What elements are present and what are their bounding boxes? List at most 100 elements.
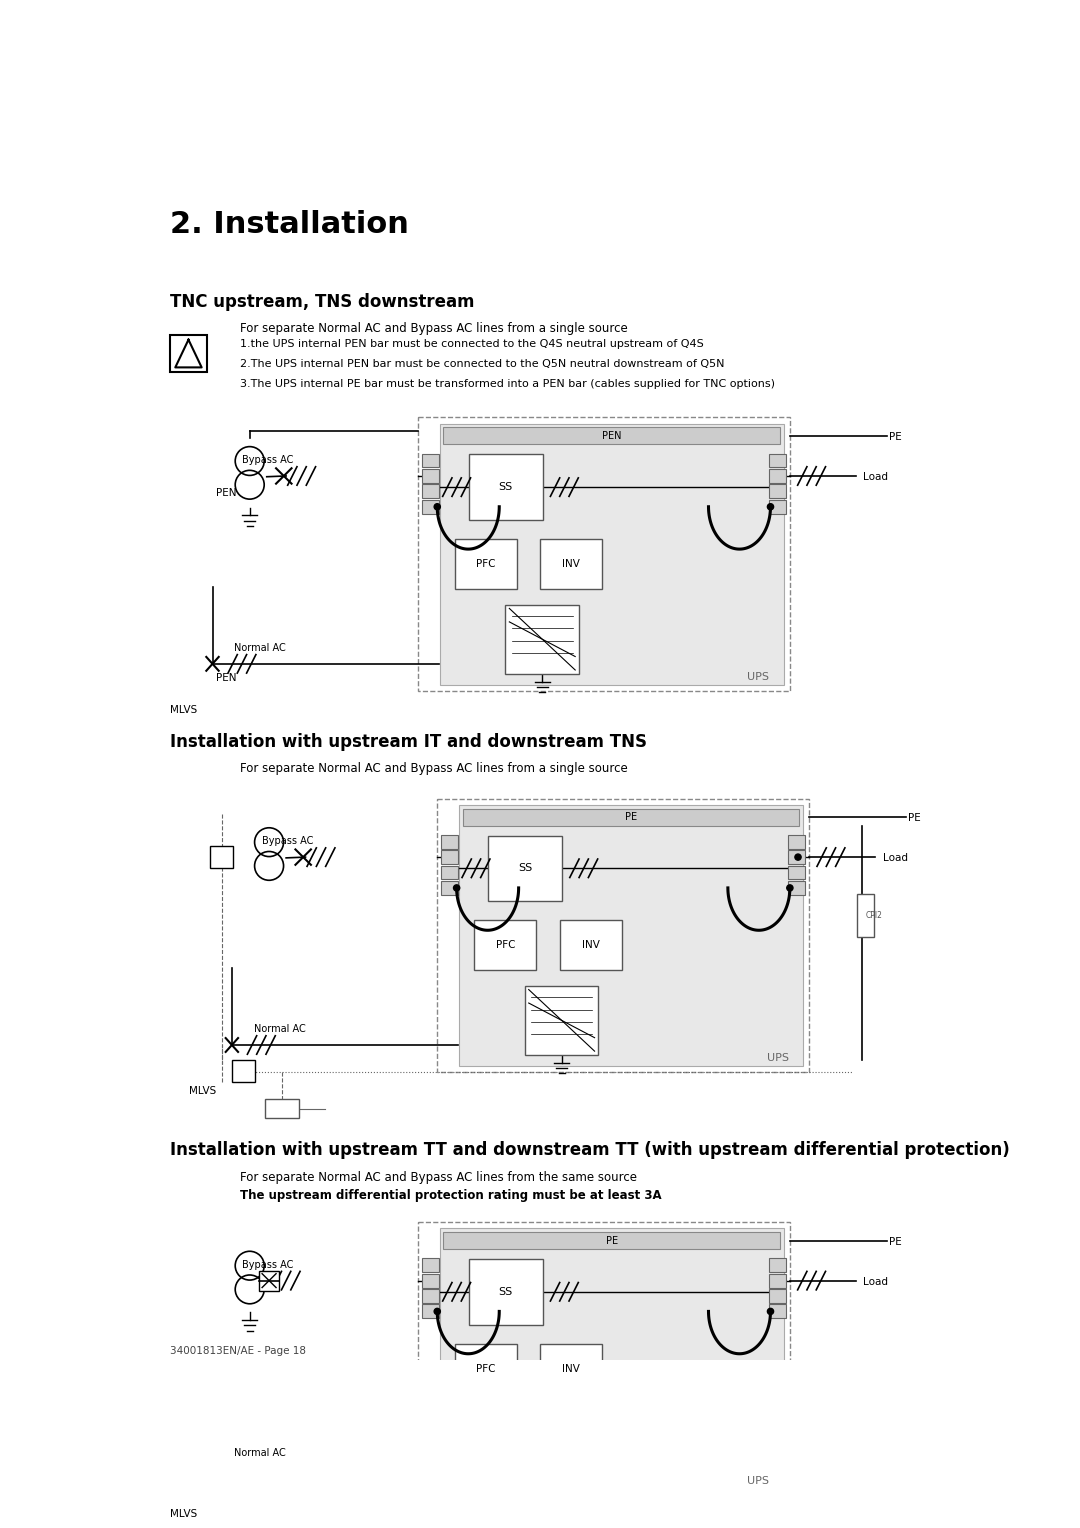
Bar (259, 1271, 279, 1291)
Text: L2: L2 (445, 853, 455, 862)
Text: !: ! (186, 351, 191, 365)
Text: L1: L1 (426, 455, 435, 465)
Bar (422, 1274, 438, 1288)
Text: Load: Load (864, 472, 889, 483)
Bar (444, 1232, 780, 1248)
Text: PEN: PEN (602, 431, 621, 442)
Bar (769, 484, 786, 498)
Text: For separate Normal AC and Bypass AC lines from the same source: For separate Normal AC and Bypass AC lin… (240, 1170, 636, 1184)
Text: R1: R1 (216, 853, 228, 862)
Text: CPI: CPI (274, 1103, 291, 1114)
Text: N: N (428, 1306, 433, 1316)
Text: N: N (774, 1306, 781, 1316)
Text: L3: L3 (793, 868, 801, 877)
Text: Installation with upstream TT and downstream TT (with upstream differential prot: Installation with upstream TT and downst… (170, 1141, 1010, 1160)
Bar (418, 1222, 789, 1496)
Text: Normal AC: Normal AC (234, 1447, 286, 1458)
Bar (441, 850, 458, 863)
Text: 2.The UPS internal PEN bar must be connected to the Q5N neutral downstream of Q5: 2.The UPS internal PEN bar must be conne… (240, 359, 724, 368)
Bar (437, 799, 809, 1073)
Text: L3: L3 (445, 868, 455, 877)
Circle shape (795, 854, 801, 860)
Text: L1: L1 (793, 837, 801, 847)
Text: INV: INV (563, 1365, 580, 1374)
Text: L2: L2 (426, 472, 435, 480)
Bar (788, 882, 806, 895)
Bar (769, 1290, 786, 1303)
Text: N: N (774, 503, 781, 512)
Bar (422, 500, 438, 513)
Text: 3.The UPS internal PE bar must be transformed into a PEN bar (cables supplied fo: 3.The UPS internal PE bar must be transf… (240, 379, 774, 390)
Text: 34001813EN/AE - Page 18: 34001813EN/AE - Page 18 (170, 1346, 306, 1355)
Text: L2: L2 (773, 1276, 782, 1285)
Bar (441, 834, 458, 848)
Bar (211, 847, 233, 868)
Text: 1.the UPS internal PEN bar must be connected to the Q4S neutral upstream of Q4S: 1.the UPS internal PEN bar must be conne… (240, 339, 703, 348)
Text: Bypass AC: Bypass AC (243, 455, 294, 465)
Bar (444, 428, 780, 445)
Text: L1: L1 (773, 455, 782, 465)
Text: TNC upstream, TNS downstream: TNC upstream, TNS downstream (170, 293, 474, 310)
Text: Load: Load (882, 853, 908, 863)
Text: Normal AC: Normal AC (234, 643, 286, 652)
Text: L1: L1 (445, 837, 455, 847)
Text: N: N (794, 883, 799, 892)
Text: PEN: PEN (216, 487, 237, 498)
Circle shape (786, 885, 793, 891)
Bar (788, 850, 806, 863)
Text: R2: R2 (238, 1067, 249, 1076)
Bar (422, 1258, 438, 1273)
Text: Normal AC: Normal AC (254, 1024, 306, 1034)
Text: L2: L2 (773, 472, 782, 480)
Text: PE: PE (625, 811, 637, 822)
Bar (170, 335, 207, 371)
Text: L3: L3 (426, 1291, 435, 1300)
Bar (505, 605, 579, 674)
Text: SS: SS (499, 1287, 513, 1297)
Bar (459, 805, 804, 1065)
Bar (418, 417, 789, 691)
Bar (769, 1274, 786, 1288)
Text: SS: SS (499, 483, 513, 492)
Bar (422, 454, 438, 468)
Bar (440, 423, 784, 685)
Bar (769, 1258, 786, 1273)
Bar (455, 539, 517, 590)
Circle shape (454, 885, 460, 891)
Text: Bypass AC: Bypass AC (243, 1259, 294, 1270)
Bar (788, 834, 806, 848)
Text: The upstream differential protection rating must be at least 3A: The upstream differential protection rat… (240, 1189, 661, 1203)
Text: L3: L3 (773, 487, 782, 497)
Text: 2. Installation: 2. Installation (170, 211, 408, 240)
Bar (441, 882, 458, 895)
Text: PE: PE (908, 813, 921, 824)
Bar (559, 920, 622, 970)
Bar (440, 1229, 784, 1490)
Circle shape (768, 504, 773, 510)
Bar (422, 1305, 438, 1319)
Text: UPS: UPS (747, 671, 769, 681)
Bar (769, 1305, 786, 1319)
Text: PFC: PFC (476, 559, 496, 568)
Bar (266, 1099, 299, 1118)
Bar (422, 469, 438, 483)
Bar (540, 539, 603, 590)
Bar (232, 1060, 255, 1082)
Text: L2: L2 (793, 853, 801, 862)
Text: PFC: PFC (476, 1365, 496, 1374)
Bar (441, 865, 458, 880)
Bar (463, 808, 799, 825)
Bar (769, 500, 786, 513)
Text: N: N (428, 503, 433, 512)
Circle shape (434, 1308, 441, 1314)
Bar (858, 894, 875, 937)
Text: MLVS: MLVS (189, 1086, 216, 1096)
Bar (505, 1409, 579, 1479)
Text: PE: PE (889, 1236, 902, 1247)
Text: SS: SS (518, 863, 532, 874)
Text: PEN: PEN (216, 672, 237, 683)
Text: Bypass AC: Bypass AC (261, 836, 313, 847)
Text: PFC: PFC (496, 940, 515, 950)
Text: L3: L3 (426, 487, 435, 497)
Text: PE: PE (606, 1236, 618, 1245)
